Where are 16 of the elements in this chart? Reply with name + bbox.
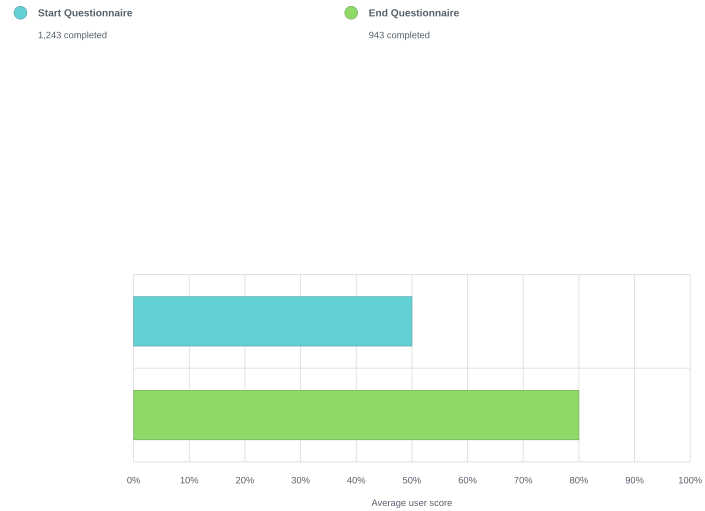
x-tick-label: 10% xyxy=(180,477,198,484)
legend-label: Start Questionnaire xyxy=(38,9,132,18)
x-tick-label: 90% xyxy=(626,477,644,484)
x-tick-label: 0% xyxy=(127,477,140,484)
x-tick-label: 60% xyxy=(458,477,477,484)
x-tick-label: 100% xyxy=(678,477,702,484)
x-tick-label: 70% xyxy=(514,477,532,484)
text: 943 completed xyxy=(369,32,430,40)
x-tick-label: 40% xyxy=(347,477,366,484)
x-tick-label: 20% xyxy=(236,477,254,484)
text: 1,243 completed xyxy=(38,32,106,40)
legend-label: End Questionnaire xyxy=(369,9,459,18)
x-axis-title: Average user score xyxy=(372,500,452,508)
x-tick-label: 80% xyxy=(570,477,588,484)
x-tick-label: 30% xyxy=(292,477,310,484)
x-tick-label: 50% xyxy=(402,477,421,484)
